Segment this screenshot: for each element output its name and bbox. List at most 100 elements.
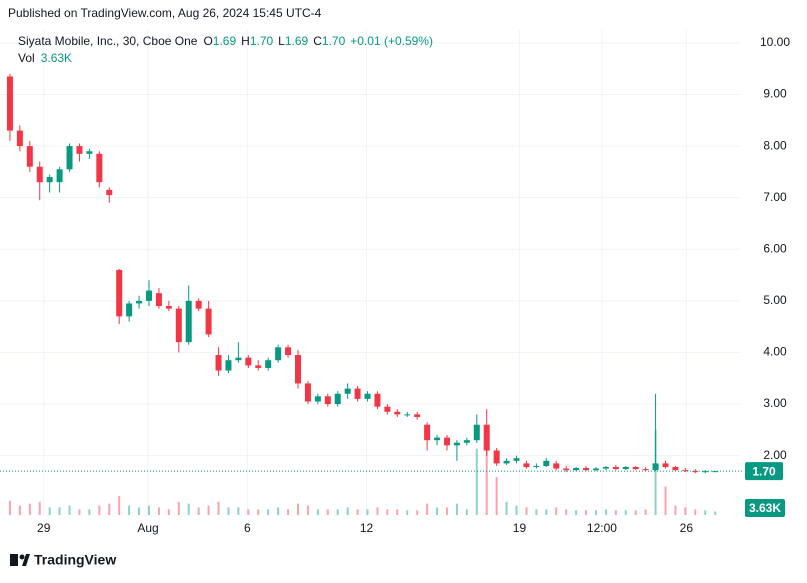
candle-body [56,169,63,183]
volume-bar [694,509,697,515]
volume-bar [128,505,131,515]
candle-body [473,424,480,441]
volume-bar [267,509,270,515]
candle-body [384,406,391,412]
volume-bar [108,503,111,515]
candle-body [553,463,560,469]
y-tick-label: 8.00 [763,138,787,152]
volume-bar [555,507,558,515]
candle-body [304,383,311,402]
y-tick-label: 4.00 [763,345,787,359]
candle-body [294,355,301,384]
candle-body [225,360,232,371]
x-tick-label: 29 [37,521,51,535]
volume-bar [515,505,518,515]
volume-bar [525,507,528,515]
logo-mark [19,554,25,560]
volume-bar [426,503,429,515]
candle-body [324,396,331,405]
candle-body [155,293,162,307]
candle-body [493,450,500,464]
candle-body [235,357,242,361]
candle-body [543,460,550,466]
candle-body [602,467,609,469]
volume-bar [565,509,568,515]
x-tick-label: 12:00 [587,521,617,535]
candle-body [46,177,53,183]
volume-bar [306,505,309,515]
x-tick-label: 6 [244,521,251,535]
volume-bar [88,509,91,515]
candle-body [573,468,580,471]
volume-legend: Vol 3.63K [18,51,72,65]
volume-bar [346,507,349,515]
volume-pane [8,425,717,515]
volume-bar [316,509,319,515]
candle-body [76,146,83,154]
candle-body [702,471,709,473]
volume-bar [644,509,647,515]
candle-body [285,347,292,356]
x-tick-label: Aug [137,521,158,535]
candle-body [165,306,172,309]
volume-bar [535,509,538,515]
volume-bar [157,507,160,515]
volume-bar [68,505,71,515]
candle-body [642,469,649,471]
volume-bar [336,509,339,515]
volume-bar [376,507,379,515]
candle-body [483,424,490,451]
candle-body [453,442,460,446]
candle-body [712,471,719,473]
volume-bar [257,509,260,515]
candle-body [612,467,619,470]
candle-body [662,463,669,468]
candle-body [106,189,113,196]
volume-bar [78,509,81,515]
y-tick-label: 5.00 [763,293,787,307]
volume-bar [455,503,458,515]
volume-bar [396,509,399,515]
candle-body [463,440,470,443]
candle-body [434,437,441,441]
candle-body [205,308,212,335]
published-note: Published on TradingView.com, Aug 26, 20… [8,6,322,20]
grid [0,30,740,515]
candle-body [632,467,639,470]
last-price-tag [745,462,783,481]
candle-body [16,130,23,147]
candles [6,73,719,474]
volume-bar [277,507,280,515]
candle-body [145,290,152,301]
y-tick-label: 6.00 [763,241,787,255]
volume-bar [624,510,627,515]
candle-body [126,303,133,317]
volume-bar [604,509,607,515]
candle-body [404,414,411,416]
volume-bar [356,509,359,515]
volume-bar [465,509,468,515]
candle-body [36,166,43,183]
candle-body [334,393,341,405]
candle-body [175,308,182,343]
brand: TradingView [34,552,116,568]
volume-bar [167,509,170,515]
volume-bar [654,429,657,515]
candle-body [265,360,272,368]
ohlc-label: L [278,34,285,48]
candle-body [374,393,381,407]
volume-bar [475,448,478,515]
volume-bar [485,425,488,515]
ohlc-label: O [203,34,212,48]
volume-bar [58,507,61,515]
chart-title: Siyata Mobile, Inc., 30, Cboe One [18,34,198,48]
volume-bar [247,509,250,515]
volume-bar [38,501,41,515]
candle-body [503,460,510,464]
candle-body [116,269,123,317]
ohlc-label: C [313,34,322,48]
volume-bar [118,496,121,515]
candle-body [215,355,222,371]
candle-body [364,393,371,399]
